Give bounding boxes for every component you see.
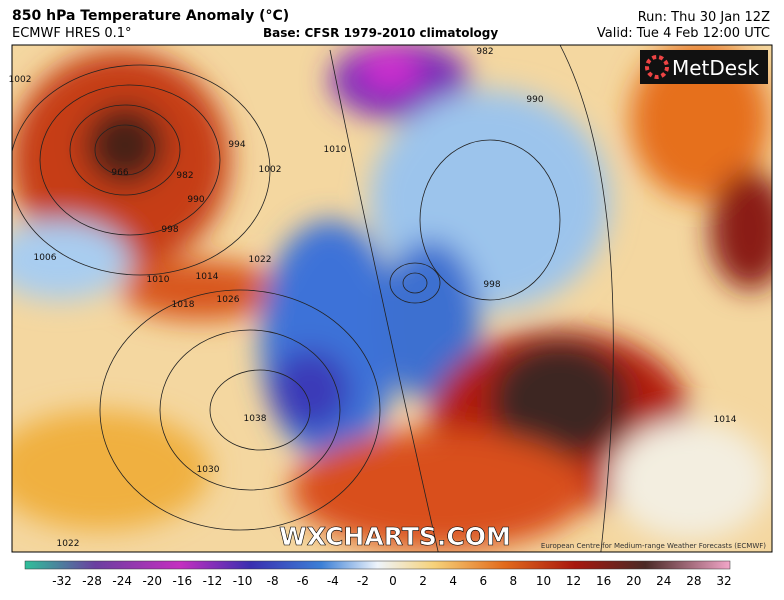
isobar-label: 1026 (217, 295, 240, 305)
colorbar-tick-label: 12 (566, 574, 581, 588)
colorbar-tick-label: -20 (142, 574, 162, 588)
run: Run: Thu 30 Jan 12Z (637, 10, 770, 25)
colorbar-tick-label: -6 (297, 574, 309, 588)
isobar-label: 1014 (714, 415, 737, 425)
isobar-label: 1002 (259, 165, 282, 175)
isobar-label: 1030 (197, 465, 220, 475)
isobar-label: 990 (526, 95, 543, 105)
colorbar-tick-label: 2 (419, 574, 427, 588)
isobar-label: 990 (187, 195, 204, 205)
colorbar-tick-label: 0 (389, 574, 397, 588)
isobar-label: 1022 (249, 255, 272, 265)
colorbar-tick-label: -16 (173, 574, 193, 588)
logo-icon (645, 55, 669, 79)
colorbar-tick-label: -4 (327, 574, 339, 588)
watermark: WXCHARTS.COM (279, 522, 511, 551)
colorbar-tick-label: 20 (626, 574, 641, 588)
isobar-label: 998 (483, 280, 500, 290)
isobar-label: 1010 (147, 275, 170, 285)
isobar-label: 982 (476, 47, 493, 57)
isobar-label: 998 (161, 225, 178, 235)
title: 850 hPa Temperature Anomaly (°C) (12, 8, 290, 24)
credit: European Centre for Medium-range Weather… (541, 542, 766, 550)
colorbar-tick-label: 8 (510, 574, 518, 588)
colorbar-tick-label: 24 (656, 574, 671, 588)
colorbar-tick-label: -24 (112, 574, 132, 588)
map-frame (11, 44, 773, 553)
colorbar-tick-label: -32 (52, 574, 72, 588)
isobar-label: 1038 (244, 414, 267, 424)
isobar-label: 982 (176, 171, 193, 181)
valid: Valid: Tue 4 Feb 12:00 UTC (596, 26, 770, 41)
colorbar-tick-label: -12 (203, 574, 223, 588)
map-field (12, 45, 772, 552)
isobar-label: 966 (111, 168, 128, 178)
isobar-label: 1014 (196, 272, 219, 282)
colorbar-tick-label: 28 (686, 574, 701, 588)
colorbar-tick-label: 32 (716, 574, 731, 588)
colorbar (24, 560, 731, 570)
isobar-label: 1010 (324, 145, 347, 155)
isobar-label: 1006 (34, 253, 57, 263)
model: ECMWF HRES 0.1° (12, 26, 132, 41)
colorbar-tick-label: -10 (233, 574, 253, 588)
logo: MetDesk (672, 56, 760, 80)
colorbar-tick-label: 10 (536, 574, 551, 588)
isobar-label: 1002 (9, 75, 32, 85)
colorbar-tick-label: 4 (449, 574, 457, 588)
isobar-label: 994 (228, 140, 245, 150)
colorbar-tick-label: 16 (596, 574, 611, 588)
colorbar-tick-label: -2 (357, 574, 369, 588)
colorbar-tick-label: 6 (479, 574, 487, 588)
colorbar-tick-label: -28 (82, 574, 102, 588)
logo-box (640, 50, 768, 84)
isobar-label: 1022 (57, 539, 80, 549)
isobar-label: 1018 (172, 300, 195, 310)
colorbar-tick-label: -8 (267, 574, 279, 588)
base: Base: CFSR 1979-2010 climatology (263, 26, 499, 40)
